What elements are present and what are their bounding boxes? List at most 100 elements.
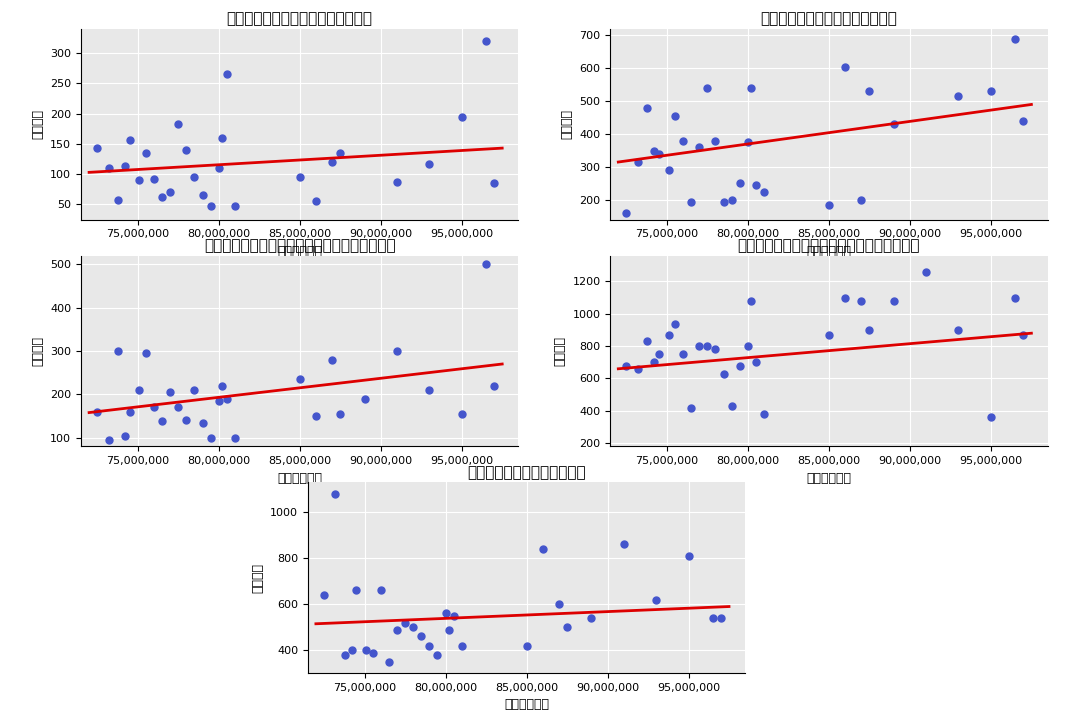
Point [332,147,349,158]
Point [638,336,656,347]
Point [117,430,134,441]
Point [153,415,171,427]
Point [454,112,471,123]
Point [518,640,536,652]
Point [227,200,244,212]
Point [715,368,732,379]
Point [674,135,692,146]
Point [445,610,462,621]
Point [724,194,741,206]
Point [178,415,195,426]
Point [292,171,309,183]
Point [618,360,635,372]
Point [731,178,748,189]
Point [292,374,309,385]
Y-axis label: 当選本数: 当選本数 [252,563,265,593]
Point [170,402,187,413]
Point [364,647,381,658]
Point [1007,292,1024,303]
Point [739,341,756,352]
Point [551,598,568,610]
Point [583,612,600,624]
Point [214,132,231,143]
Point [477,35,495,47]
Point [650,348,667,360]
Point [731,360,748,372]
Point [100,434,118,446]
Point [739,137,756,148]
Point [218,68,235,80]
Y-axis label: 当選本数: 当選本数 [561,109,573,139]
Point [724,400,741,412]
Point [202,200,219,212]
Point [342,644,360,656]
Point [486,177,503,189]
Y-axis label: 当選本数: 当選本数 [31,109,44,139]
Point [558,621,576,633]
Point [308,410,325,422]
Point [389,624,406,635]
Point [348,585,365,596]
X-axis label: 販売額（円）: 販売額（円） [504,698,549,711]
Point [137,147,154,158]
Point [420,640,438,652]
Point [950,91,968,102]
Point [699,341,716,352]
Point [680,550,698,562]
Point [131,174,148,185]
Point [950,324,968,336]
Point [618,207,635,219]
Point [117,161,134,172]
Point [186,171,203,183]
Point [837,292,854,303]
Point [315,589,333,600]
Point [137,348,154,359]
Point [146,174,163,185]
Point [706,343,724,355]
Point [429,649,446,660]
Point [647,594,664,606]
Point [162,186,179,197]
Title: 販売額とセット（ストレート）当選本数の関係: 販売額とセット（ストレート）当選本数の関係 [204,238,395,253]
Point [756,186,773,197]
Point [712,612,729,624]
Point [645,356,662,368]
X-axis label: 販売額（円）: 販売額（円） [278,245,322,258]
Point [666,110,684,122]
Title: 販売額とミニ当選本数の関係: 販売額とミニ当選本数の関係 [468,465,585,480]
Point [380,656,397,667]
Point [645,145,662,156]
Point [630,363,647,374]
Point [486,380,503,392]
Point [683,402,700,413]
Point [886,295,903,307]
Point [638,102,656,114]
Point [186,384,203,396]
Point [683,196,700,207]
Title: 販売額とボックス当選本数の関係: 販売額とボックス当選本数の関係 [760,12,897,26]
Point [421,158,438,170]
Point [89,406,106,418]
Point [421,384,438,396]
Point [837,61,854,73]
Point [89,143,106,154]
Title: 販売額とストレート当選本数の関係: 販売額とストレート当選本数の関係 [227,12,373,26]
X-axis label: 販売額（円）: 販売額（円） [278,472,322,485]
Point [983,86,1000,97]
Point [747,356,765,368]
Point [743,82,760,94]
Point [110,345,127,356]
Y-axis label: 当選本数: 当選本数 [31,336,44,366]
Point [650,148,667,160]
Point [332,408,349,420]
Point [691,141,708,153]
Point [886,118,903,130]
Point [616,539,633,550]
Point [747,179,765,191]
Point [861,86,878,97]
Point [454,640,471,652]
Point [194,189,212,201]
Point [1014,115,1031,127]
Point [110,194,127,205]
Point [389,345,406,356]
